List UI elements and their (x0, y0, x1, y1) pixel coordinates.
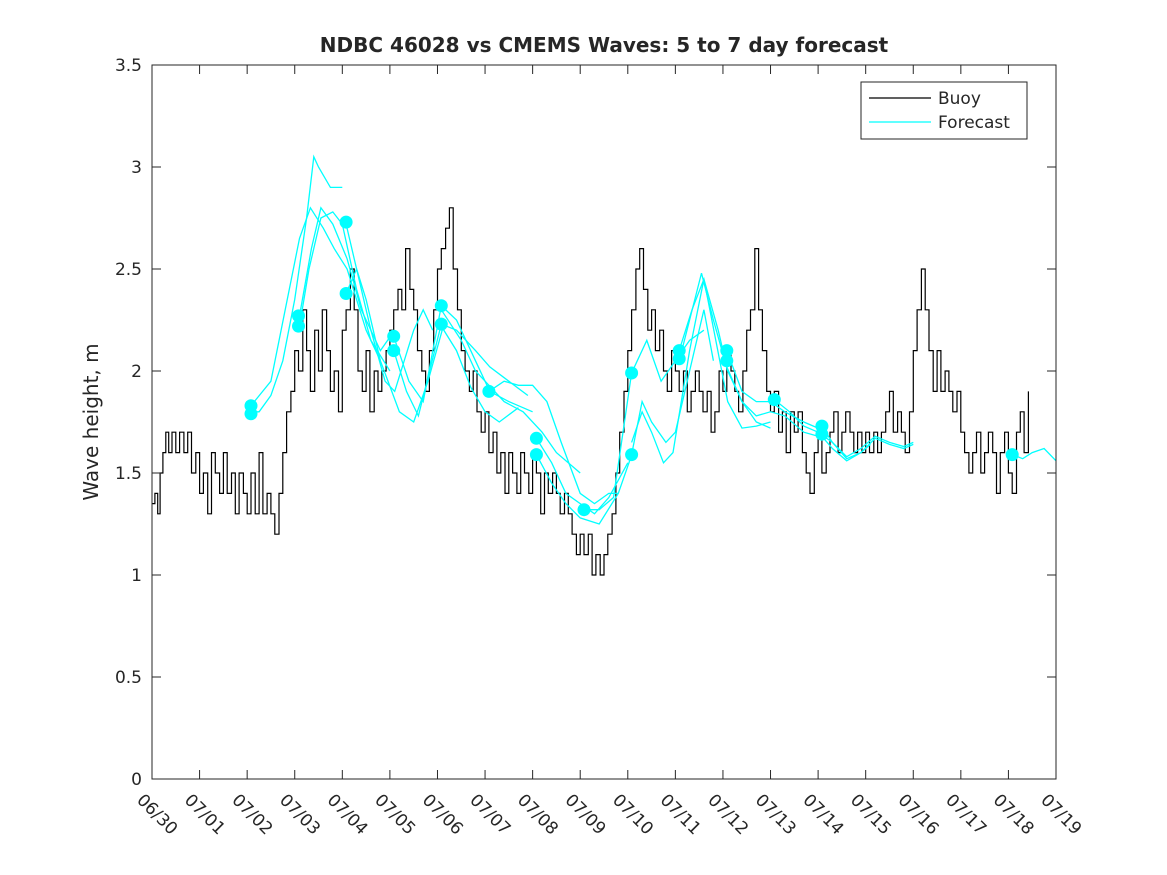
forecast-marker-18 (672, 352, 686, 366)
forecast-line-12 (535, 437, 629, 515)
forecast-marker-11 (482, 384, 496, 398)
chart-title: NDBC 46028 vs CMEMS Waves: 5 to 7 day fo… (320, 33, 889, 57)
forecast-line-13 (535, 452, 634, 525)
forecast-marker-23 (815, 427, 829, 441)
y-tick-label: 0 (131, 770, 142, 790)
y-tick-label: 3 (131, 158, 142, 178)
legend-label-buoy: Buoy (938, 89, 981, 109)
forecast-line-18 (678, 276, 771, 429)
forecast-marker-15 (625, 366, 639, 380)
forecast-marker-19 (720, 344, 734, 358)
forecast-line-5 (345, 223, 434, 393)
forecast-marker-13 (529, 448, 543, 462)
y-tick-label: 3.5 (115, 56, 142, 76)
data-marks (152, 154, 1057, 576)
y-tick-label: 1 (131, 566, 142, 586)
y-tick-label: 1.5 (115, 464, 142, 484)
y-tick-label: 2.5 (115, 260, 142, 280)
forecast-marker-10 (434, 317, 448, 331)
forecast-line-1 (247, 154, 343, 413)
forecast-line-4 (298, 211, 391, 372)
forecast-marker-6 (339, 287, 353, 300)
forecast-line-24 (1011, 447, 1057, 462)
forecast-marker-9 (434, 299, 448, 313)
forecast-line-9 (440, 325, 519, 423)
forecast-marker-16 (625, 448, 639, 462)
forecast-line-15 (630, 309, 715, 455)
forecast-line-8 (393, 323, 529, 418)
forecast-line-7 (393, 304, 533, 413)
forecast-marker-21 (767, 393, 781, 407)
forecast-line-22 (821, 425, 914, 460)
y-tick-label: 2 (131, 362, 142, 382)
legend-box (860, 81, 1028, 140)
forecast-line-3 (298, 206, 396, 352)
legend: Buoy Forecast (860, 81, 1028, 140)
forecast-marker-2 (244, 407, 258, 421)
forecast-line-10 (440, 309, 581, 474)
forecast-marker-3 (292, 309, 305, 323)
forecast-line-23 (821, 435, 871, 462)
axes-box (151, 64, 1057, 780)
forecast-marker-14 (577, 503, 591, 517)
forecast-line-21 (773, 399, 914, 458)
plot-area (152, 65, 1056, 779)
forecast-marker-7 (387, 329, 401, 343)
forecast-line-16 (630, 279, 729, 465)
y-axis-label: Wave height, m (79, 343, 103, 500)
y-tick-label: 0.5 (115, 668, 142, 688)
forecast-marker-24 (1005, 448, 1019, 462)
forecast-marker-4 (292, 319, 305, 333)
forecast-marker-8 (387, 344, 401, 358)
forecast-line-11 (488, 380, 619, 505)
forecast-line-20 (726, 366, 819, 437)
legend-label-forecast: Forecast (938, 113, 1010, 133)
forecast-line-2 (250, 206, 381, 407)
forecast-marker-12 (529, 431, 543, 445)
forecast-marker-20 (720, 354, 734, 368)
forecast-marker-5 (339, 215, 353, 229)
forecast-line-14 (584, 329, 705, 511)
